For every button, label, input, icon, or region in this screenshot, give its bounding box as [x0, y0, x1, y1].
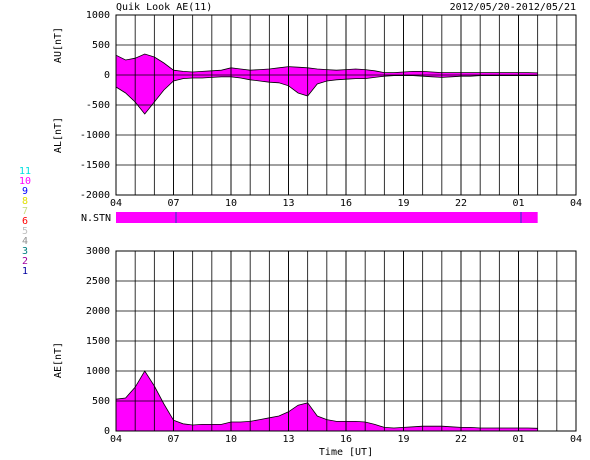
- y-axis-label: AL[nT]: [53, 117, 64, 153]
- y-tick-label: -1000: [80, 130, 110, 141]
- x-tick-label: 13: [282, 198, 294, 209]
- x-tick-label: 22: [455, 434, 467, 445]
- x-tick-label: 04: [110, 434, 122, 445]
- x-axis-label: Time [UT]: [319, 447, 373, 458]
- x-tick-label: 16: [340, 434, 352, 445]
- x-tick-label: 07: [167, 434, 179, 445]
- legend-entry: 8: [22, 196, 28, 207]
- x-tick-label: 13: [282, 434, 294, 445]
- legend-entry: 2: [22, 256, 28, 267]
- legend-entry: 7: [22, 206, 28, 217]
- area-fill: [116, 371, 538, 431]
- x-tick-label: 04: [570, 198, 582, 209]
- legend-entry: 9: [22, 186, 28, 197]
- chart-title: Quik Look AE(11): [116, 2, 212, 13]
- legend-entry: 3: [22, 246, 28, 257]
- x-tick-label: 10: [225, 434, 237, 445]
- y-axis-label: AU[nT]: [53, 27, 64, 63]
- legend-entry: 1: [22, 266, 28, 277]
- y-tick-label: 1000: [86, 10, 110, 21]
- x-tick-label: 01: [512, 434, 524, 445]
- y-axis-label: AE[nT]: [53, 342, 64, 378]
- y-tick-label: -2000: [80, 190, 110, 201]
- legend-entry: 4: [22, 236, 28, 247]
- nstn-bar: [116, 212, 538, 223]
- y-tick-label: -1500: [80, 160, 110, 171]
- x-tick-label: 19: [397, 198, 409, 209]
- nstn-label: N.STN: [81, 213, 111, 224]
- legend-entry: 6: [22, 216, 28, 227]
- y-tick-label: 0: [104, 70, 110, 81]
- x-tick-label: 16: [340, 198, 352, 209]
- x-tick-label: 22: [455, 198, 467, 209]
- legend-entry: 10: [19, 176, 31, 187]
- x-tick-label: 01: [512, 198, 524, 209]
- y-tick-label: 2000: [86, 306, 110, 317]
- legend-entry: 5: [22, 226, 28, 237]
- plot-frame: [115, 14, 577, 196]
- y-tick-label: 3000: [86, 246, 110, 257]
- legend-entry: 11: [19, 166, 31, 177]
- x-tick-label: 04: [570, 434, 582, 445]
- x-tick-label: 04: [110, 198, 122, 209]
- y-tick-label: 1000: [86, 366, 110, 377]
- y-tick-label: 500: [92, 40, 110, 51]
- x-tick-label: 10: [225, 198, 237, 209]
- x-tick-label: 19: [397, 434, 409, 445]
- plot-frame: [115, 250, 577, 432]
- y-tick-label: -500: [86, 100, 110, 111]
- date-range: 2012/05/20-2012/05/21: [450, 2, 576, 13]
- y-tick-label: 0: [104, 426, 110, 437]
- y-tick-label: 1500: [86, 336, 110, 347]
- x-tick-label: 07: [167, 198, 179, 209]
- area-fill: [116, 75, 538, 114]
- y-tick-label: 2500: [86, 276, 110, 287]
- y-tick-label: 500: [92, 396, 110, 407]
